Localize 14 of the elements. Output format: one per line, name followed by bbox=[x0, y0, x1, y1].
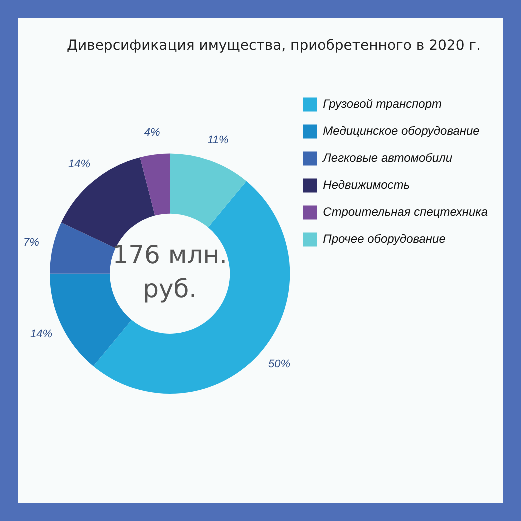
data-label: 11% bbox=[208, 134, 230, 146]
data-label: 7% bbox=[23, 236, 40, 249]
legend-label: Недвижимость bbox=[323, 178, 410, 192]
legend-label: Строительная спецтехника bbox=[323, 205, 488, 220]
text: 176 млн. руб. bbox=[112, 240, 228, 304]
legend-label: Легковые автомобили bbox=[322, 151, 453, 166]
data-label: 4% bbox=[144, 126, 160, 139]
data-label: 14% bbox=[68, 158, 91, 170]
data-label: 14% bbox=[30, 328, 53, 340]
legend-label: Медицинское оборудование bbox=[323, 124, 480, 138]
legend-label: Прочее оборудование bbox=[323, 232, 446, 246]
legend-label: Грузовой транспорт bbox=[323, 97, 442, 112]
data-label: 50% bbox=[268, 358, 291, 371]
chart-title: Диверсификация имущества, приобретенного в 2020 г. bbox=[67, 38, 481, 54]
